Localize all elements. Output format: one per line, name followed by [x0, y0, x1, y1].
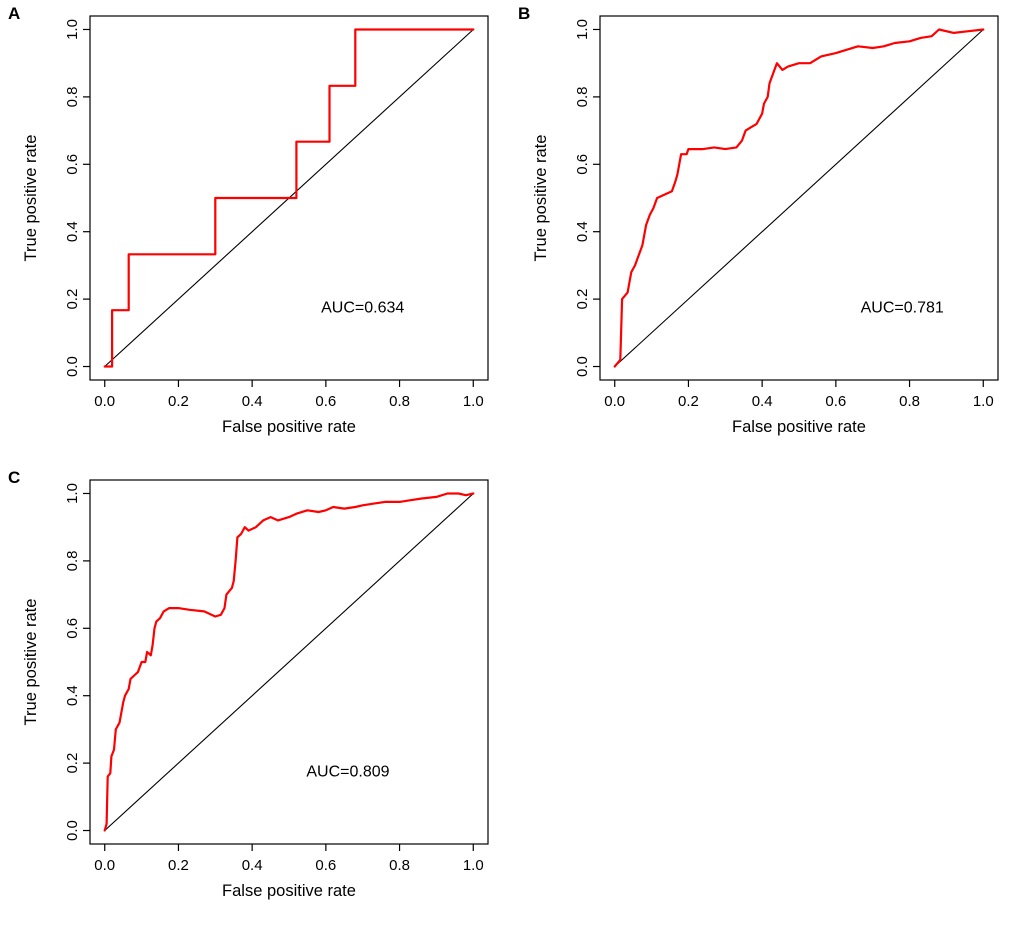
panel-c: C 0.0 0.2 0.4 0.6 0.8 1.0 0.0 0.2 0.4 0.6 0.8 1.0 Fa… — [0, 464, 510, 928]
panel-label-b: B — [518, 4, 531, 23]
x-tick-label: 0.4 — [752, 393, 773, 410]
y-tick-label: 0.8 — [64, 550, 81, 571]
x-tick-label: 0.2 — [168, 393, 189, 410]
x-tick-label: 0.0 — [94, 393, 115, 410]
plot-box — [599, 15, 999, 381]
y-tick-label: 0.2 — [64, 289, 81, 310]
y-tick-label: 0.0 — [64, 356, 81, 377]
y-tick-label: 0.4 — [64, 221, 81, 242]
roc-chart-b: 0.0 0.2 0.4 0.6 0.8 1.0 0.0 0.2 0.4 0.6 0.8 1.0 Fals… — [532, 15, 999, 436]
x-tick-label: 1.0 — [463, 393, 484, 410]
x-tick-label: 0.6 — [825, 393, 846, 410]
roc-curve — [613, 28, 985, 368]
y-tick-label: 0.4 — [64, 685, 81, 706]
panel-b: B 0.0 0.2 0.4 0.6 0.8 1.0 0.0 0.2 0.4 0.6 0.8 1.0 Fa… — [510, 0, 1020, 464]
y-tick-label: 1.0 — [574, 19, 591, 40]
x-tick-label: 1.0 — [463, 857, 484, 874]
panel-a: A 0.0 0.2 0.4 0.6 0.8 1.0 0.0 0.2 0.4 0.6 0.8 1.0 Fa… — [0, 0, 510, 464]
y-tick-label: 0.6 — [64, 618, 81, 639]
x-tick-label: 0.4 — [242, 393, 263, 410]
panel-empty — [510, 464, 1020, 928]
roc-curve — [103, 28, 475, 368]
y-tick-label: 0.0 — [574, 356, 591, 377]
x-tick-label: 0.0 — [94, 857, 115, 874]
y-tick-label: 0.8 — [64, 86, 81, 107]
reference-line — [614, 28, 984, 368]
roc-chart-a: 0.0 0.2 0.4 0.6 0.8 1.0 0.0 0.2 0.4 0.6 0.8 1.0 Fals… — [22, 15, 489, 436]
panel-label-c: C — [8, 468, 21, 487]
x-axis-title: False positive rate — [732, 418, 866, 436]
plot-box — [89, 15, 489, 381]
y-tick-label: 0.2 — [64, 753, 81, 774]
y-tick-label: 0.0 — [64, 820, 81, 841]
x-tick-label: 0.2 — [678, 393, 699, 410]
x-tick-label: 1.0 — [973, 393, 994, 410]
x-tick-label: 0.8 — [899, 393, 920, 410]
y-axis-title: True positive rate — [22, 599, 40, 726]
y-tick-label: 0.8 — [574, 86, 591, 107]
x-tick-label: 0.2 — [168, 857, 189, 874]
auc-annotation: AUC=0.634 — [321, 300, 404, 317]
y-tick-label: 0.6 — [574, 154, 591, 175]
x-tick-label: 0.6 — [315, 857, 336, 874]
x-tick-label: 0.0 — [604, 393, 625, 410]
y-tick-label: 0.4 — [574, 221, 591, 242]
x-axis-title: False positive rate — [222, 418, 356, 436]
x-tick-label: 0.4 — [242, 857, 263, 874]
x-axis-title: False positive rate — [222, 882, 356, 900]
roc-curve — [103, 492, 475, 832]
y-tick-label: 0.6 — [64, 154, 81, 175]
auc-annotation: AUC=0.809 — [306, 764, 389, 781]
x-tick-label: 0.6 — [315, 393, 336, 410]
roc-chart-c: 0.0 0.2 0.4 0.6 0.8 1.0 0.0 0.2 0.4 0.6 0.8 1.0 Fals… — [22, 479, 489, 900]
y-axis-title: True positive rate — [532, 135, 550, 262]
panel-label-a: A — [8, 4, 21, 23]
x-tick-label: 0.8 — [389, 393, 410, 410]
auc-annotation: AUC=0.781 — [861, 300, 944, 317]
y-axis-title: True positive rate — [22, 135, 40, 262]
y-tick-label: 1.0 — [64, 483, 81, 504]
plot-box — [89, 479, 489, 845]
reference-line — [104, 492, 474, 832]
x-tick-label: 0.8 — [389, 857, 410, 874]
y-tick-label: 1.0 — [64, 19, 81, 40]
y-tick-label: 0.2 — [574, 289, 591, 310]
